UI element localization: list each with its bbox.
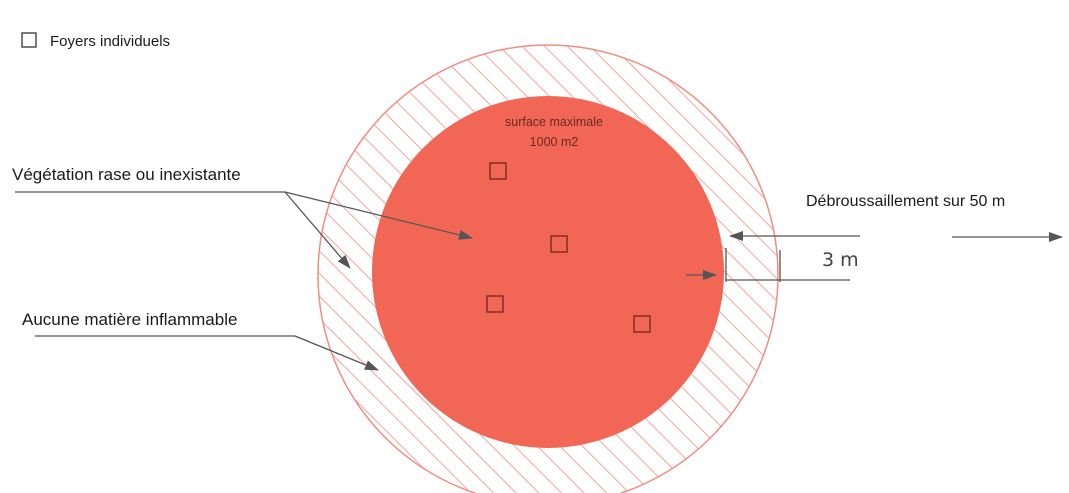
clearing-label: Débroussaillement sur 50 m (806, 193, 1005, 210)
no-flammable-label: Aucune matière inflammable (22, 310, 237, 329)
clearing-arrows (729, 231, 1063, 242)
hearths (486, 162, 651, 333)
distance-label: 3 m (822, 249, 859, 271)
hearth-square-icon (633, 315, 651, 333)
fire-zone-disc (372, 96, 724, 448)
hearth-square-icon (550, 235, 568, 253)
legend: Foyers individuels (21, 32, 170, 50)
no-flammable-leader-line (35, 335, 379, 371)
legend-label: Foyers individuels (50, 33, 170, 50)
vegetation-label: Végétation rase ou inexistante (12, 165, 241, 184)
hearth-square-icon (486, 295, 504, 313)
vegetation-leader-lines (15, 191, 473, 269)
hearth-square-icon (489, 162, 507, 180)
legend-square-icon (21, 32, 37, 48)
distance-dimension (686, 248, 850, 282)
zone-title-line2: 1000 m2 (530, 135, 579, 149)
zone-title-line1: surface maximale (505, 115, 603, 129)
